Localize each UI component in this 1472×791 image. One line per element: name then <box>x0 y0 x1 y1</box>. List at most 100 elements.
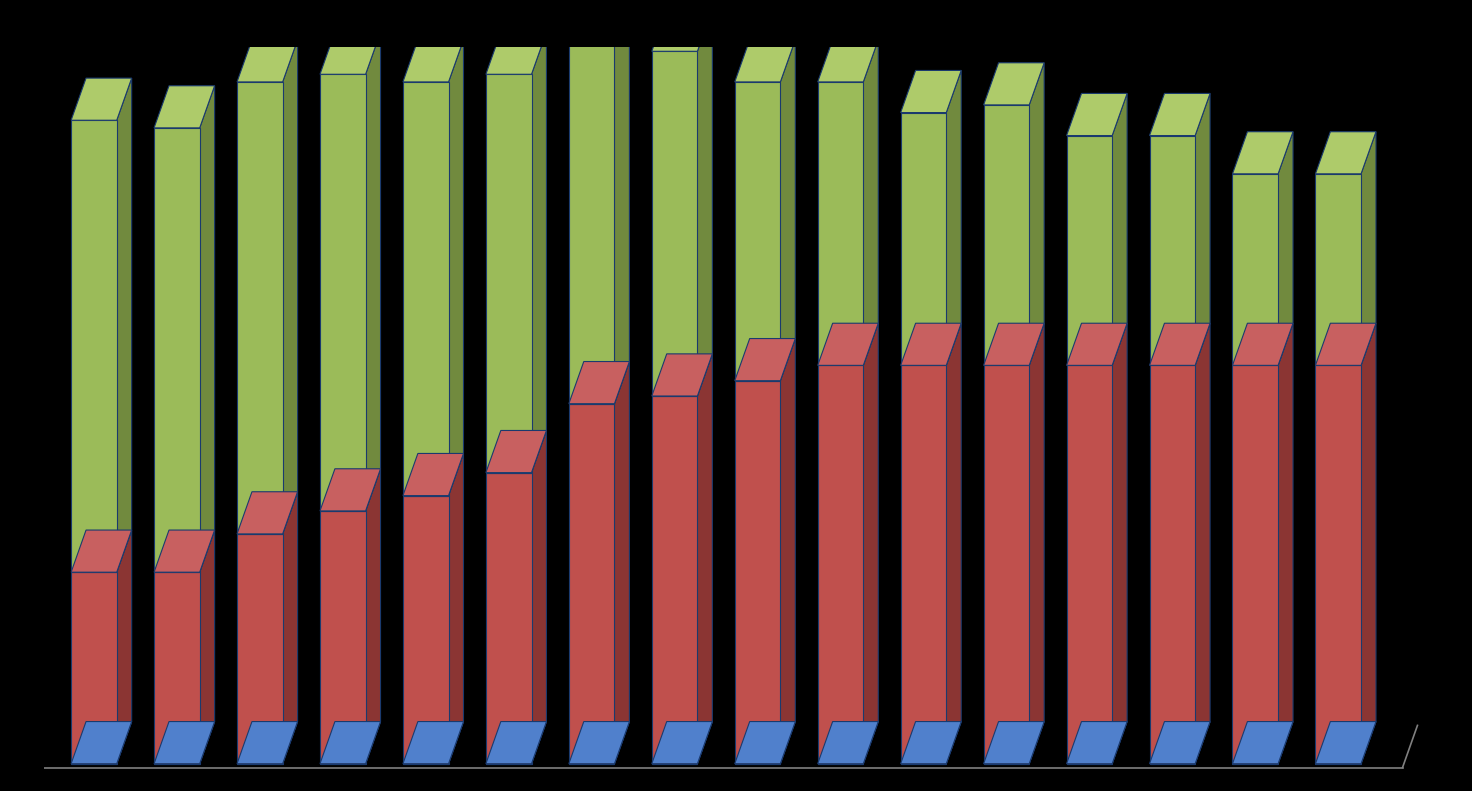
Polygon shape <box>1316 721 1376 763</box>
Polygon shape <box>1150 93 1210 135</box>
Polygon shape <box>1232 721 1292 763</box>
Polygon shape <box>735 82 780 380</box>
Polygon shape <box>652 396 698 763</box>
Polygon shape <box>818 324 879 365</box>
Polygon shape <box>116 78 131 572</box>
Polygon shape <box>1113 324 1128 763</box>
Polygon shape <box>319 721 381 763</box>
Polygon shape <box>568 0 630 28</box>
Polygon shape <box>531 32 546 472</box>
Polygon shape <box>864 40 879 365</box>
Polygon shape <box>116 530 131 763</box>
Polygon shape <box>155 721 215 763</box>
Polygon shape <box>237 40 297 82</box>
Polygon shape <box>155 128 200 572</box>
Polygon shape <box>1113 93 1128 365</box>
Polygon shape <box>1150 365 1195 763</box>
Polygon shape <box>1232 365 1278 763</box>
Polygon shape <box>946 70 961 365</box>
Polygon shape <box>1150 721 1210 763</box>
Polygon shape <box>864 721 879 763</box>
Polygon shape <box>735 339 795 380</box>
Polygon shape <box>237 721 297 763</box>
Polygon shape <box>901 721 961 763</box>
Polygon shape <box>652 9 712 51</box>
Polygon shape <box>319 511 365 763</box>
Polygon shape <box>652 354 712 396</box>
Polygon shape <box>200 721 215 763</box>
Polygon shape <box>568 361 630 403</box>
Polygon shape <box>486 721 546 763</box>
Polygon shape <box>71 721 131 763</box>
Polygon shape <box>155 530 215 572</box>
Polygon shape <box>735 40 795 82</box>
Polygon shape <box>901 70 961 112</box>
Polygon shape <box>614 361 630 763</box>
Polygon shape <box>283 721 297 763</box>
Polygon shape <box>983 62 1044 105</box>
Polygon shape <box>652 51 698 396</box>
Polygon shape <box>319 74 365 511</box>
Polygon shape <box>486 74 531 472</box>
Polygon shape <box>365 32 381 511</box>
Polygon shape <box>71 572 116 763</box>
Polygon shape <box>1316 365 1362 763</box>
Polygon shape <box>568 403 614 763</box>
Polygon shape <box>1232 324 1292 365</box>
Polygon shape <box>1316 132 1376 174</box>
Polygon shape <box>403 496 449 763</box>
Polygon shape <box>531 430 546 763</box>
Polygon shape <box>1067 93 1128 135</box>
Polygon shape <box>531 721 546 763</box>
Polygon shape <box>365 721 381 763</box>
Polygon shape <box>1029 324 1044 763</box>
Polygon shape <box>698 9 712 396</box>
Polygon shape <box>1067 135 1113 365</box>
Polygon shape <box>116 721 131 763</box>
Polygon shape <box>818 82 864 365</box>
Polygon shape <box>946 324 961 763</box>
Polygon shape <box>780 721 795 763</box>
Polygon shape <box>1195 721 1210 763</box>
Polygon shape <box>1150 135 1195 365</box>
Polygon shape <box>1067 721 1128 763</box>
Polygon shape <box>1362 721 1376 763</box>
Polygon shape <box>486 430 546 472</box>
Polygon shape <box>818 365 864 763</box>
Polygon shape <box>1316 174 1362 365</box>
Polygon shape <box>237 492 297 534</box>
Polygon shape <box>449 453 464 763</box>
Polygon shape <box>365 469 381 763</box>
Polygon shape <box>1362 132 1376 365</box>
Polygon shape <box>200 530 215 763</box>
Polygon shape <box>1195 93 1210 365</box>
Polygon shape <box>1067 365 1113 763</box>
Polygon shape <box>946 721 961 763</box>
Polygon shape <box>403 453 464 496</box>
Polygon shape <box>652 721 712 763</box>
Polygon shape <box>319 32 381 74</box>
Polygon shape <box>901 324 961 365</box>
Polygon shape <box>983 721 1044 763</box>
Polygon shape <box>237 534 283 763</box>
Polygon shape <box>698 721 712 763</box>
Polygon shape <box>780 40 795 380</box>
Polygon shape <box>864 324 879 763</box>
Polygon shape <box>486 472 531 763</box>
Polygon shape <box>1067 324 1128 365</box>
Polygon shape <box>818 40 879 82</box>
Polygon shape <box>155 572 200 763</box>
Polygon shape <box>1316 324 1376 365</box>
Polygon shape <box>155 85 215 128</box>
Polygon shape <box>735 380 780 763</box>
Polygon shape <box>614 721 630 763</box>
Polygon shape <box>901 365 946 763</box>
Polygon shape <box>698 354 712 763</box>
Polygon shape <box>1278 324 1292 763</box>
Polygon shape <box>449 721 464 763</box>
Polygon shape <box>319 469 381 511</box>
Polygon shape <box>237 82 283 534</box>
Polygon shape <box>1113 721 1128 763</box>
Polygon shape <box>1029 721 1044 763</box>
Polygon shape <box>1195 324 1210 763</box>
